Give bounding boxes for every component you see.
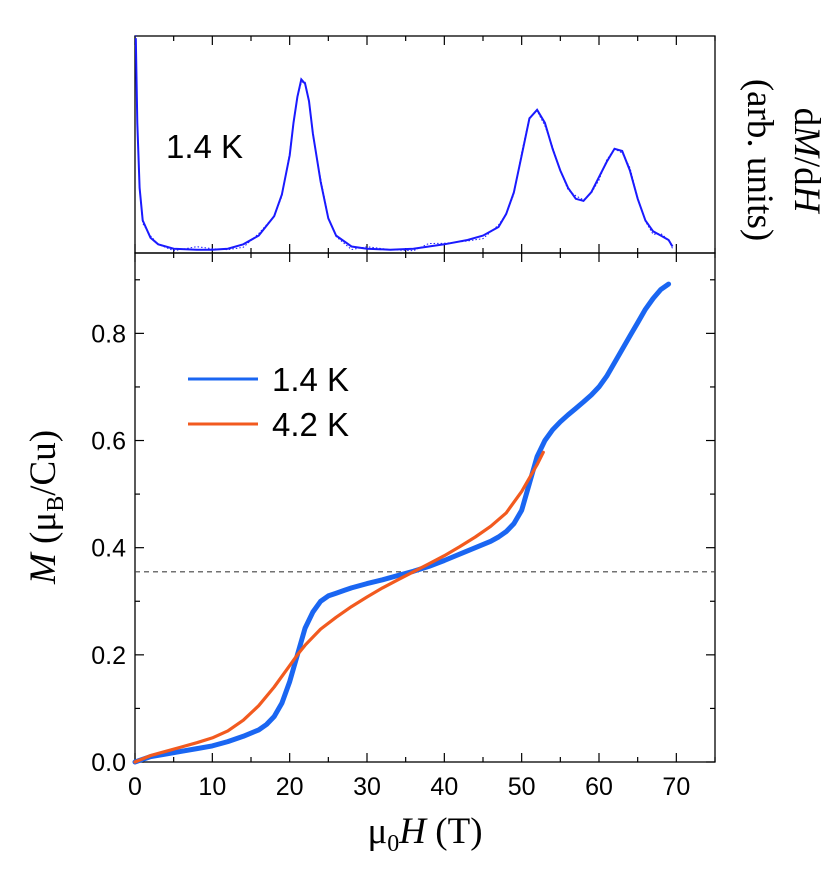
top-panel-y-axis-sublabel: (arb. units)	[739, 79, 780, 241]
bottom-panel: 0 10 20 30 40 50 60 70 0.0 0.2 0.4 0.6 0.8 1.4 K 4.…	[23, 252, 716, 857]
legend-label-1-4K: 1.4 K	[272, 361, 349, 398]
y-tick-label: 0.6	[91, 428, 126, 456]
ylabel-m: M	[23, 551, 64, 585]
x-tick-label: 20	[276, 773, 304, 801]
series-4-2K-line	[133, 450, 545, 764]
x-tick-label: 10	[198, 773, 226, 801]
x-tick-label: 70	[662, 773, 690, 801]
x-tick-label: 0	[128, 773, 142, 801]
y-tick-label: 0.0	[91, 749, 126, 777]
x-tick-labels: 0 10 20 30 40 50 60 70	[128, 773, 690, 801]
y-tick-label: 0.2	[91, 642, 126, 670]
legend: 1.4 K 4.2 K	[188, 361, 349, 443]
bottom-panel-frame	[134, 252, 716, 763]
y-tick-labels: 0.0 0.2 0.4 0.6 0.8	[91, 320, 126, 777]
top-ylabel-d1: d	[786, 108, 827, 127]
x-tick-label: 50	[508, 773, 536, 801]
top-ylabel-d2: /d	[786, 157, 827, 186]
y-axis-label: M (μB/Cu)	[23, 430, 69, 585]
x-tick-label: 30	[353, 773, 381, 801]
legend-label-4-2K: 4.2 K	[272, 406, 349, 443]
ylabel-cu: /Cu)	[23, 430, 64, 496]
y-tick-label: 0.4	[91, 535, 126, 563]
series-1-4K-line	[132, 281, 672, 765]
top-panel: 1.4 K dM/dH (arb. units)	[134, 35, 827, 254]
x-axis-label: μ0H (T)	[367, 811, 482, 857]
xlabel-sub-0: 0	[387, 831, 399, 857]
y-tick-label: 0.8	[91, 320, 126, 348]
xlabel-mu: μ	[367, 811, 387, 852]
x-tick-label: 40	[430, 773, 458, 801]
xlabel-unit: (T)	[426, 811, 483, 852]
top-panel-dmdh-trace-noise	[135, 35, 673, 252]
ylabel-mu: (μ	[23, 512, 64, 553]
top-ylabel-h: H	[786, 185, 827, 215]
x-tick-label: 60	[585, 773, 613, 801]
top-panel-temperature-label: 1.4 K	[166, 128, 243, 165]
xlabel-h: H	[398, 811, 428, 852]
bottom-panel-ticks	[134, 253, 716, 763]
top-ylabel-m: M	[786, 125, 827, 159]
ylabel-sub-b: B	[43, 496, 69, 512]
top-panel-y-axis-label: dM/dH	[786, 108, 827, 215]
